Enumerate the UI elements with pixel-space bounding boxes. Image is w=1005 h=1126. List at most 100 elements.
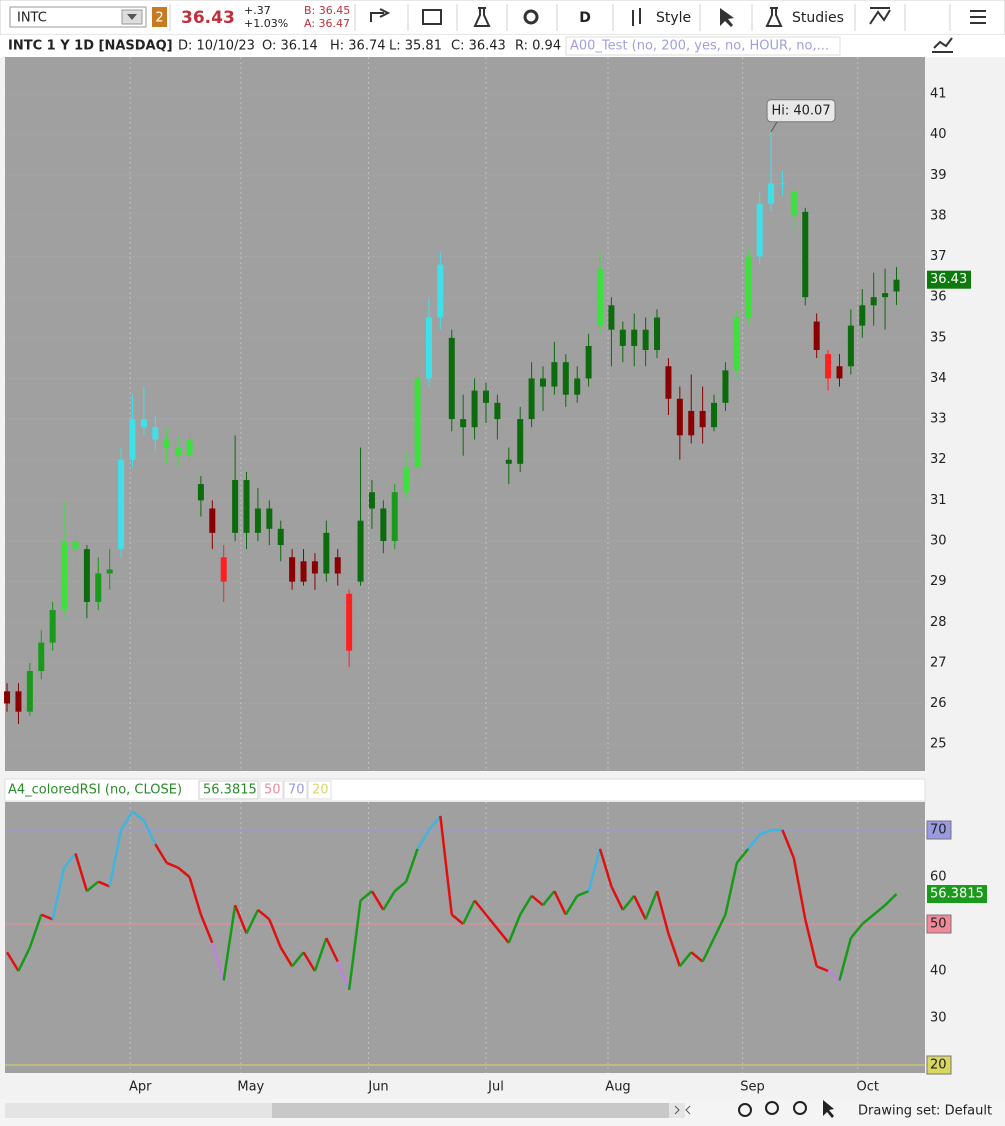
zoom-out-icon[interactable]: [793, 1101, 807, 1115]
rsi-value-box: [198, 780, 259, 800]
rsi-segment: [747, 833, 761, 850]
candle-body: [186, 439, 193, 456]
rsi-segment: [564, 895, 579, 916]
rsi-segment: [17, 946, 31, 972]
link-number[interactable]: 2: [155, 11, 163, 26]
studies-button[interactable]: Studies: [792, 10, 844, 26]
dropdown-arrow: [127, 14, 137, 20]
candle-body: [676, 398, 683, 436]
level-box: [926, 914, 952, 934]
symbol-box[interactable]: [9, 6, 147, 28]
rsi-segment: [690, 951, 704, 963]
flask-icon[interactable]: [473, 7, 491, 27]
toolbar-separators: [169, 4, 951, 31]
rsi-segment: [462, 899, 476, 925]
annotation-pointer: [770, 121, 778, 133]
header-range: R: 0.94: [515, 39, 561, 54]
legend-box: [283, 780, 308, 800]
rsi-segment: [86, 880, 100, 893]
level-label: 20: [930, 1058, 947, 1073]
candle-body: [323, 532, 330, 574]
rsi-segment: [804, 919, 818, 967]
style-button[interactable]: Style: [656, 10, 691, 26]
candle-body: [289, 557, 296, 582]
rsi-segment: [313, 937, 328, 972]
legend-entry: 70: [288, 783, 305, 798]
rsi-segment: [576, 889, 590, 897]
rsi-segment: [587, 848, 602, 892]
annotation: Hi: 40.07: [771, 103, 830, 118]
candle-body: [4, 691, 11, 704]
candle-body: [277, 528, 284, 546]
rsi-segment: [142, 820, 157, 845]
rsi-segment: [347, 900, 362, 990]
cursor-icon[interactable]: [720, 8, 734, 27]
rsi-title: A4_coloredRSI (no, CLOSE): [8, 783, 182, 798]
candle-body: [334, 557, 341, 574]
settings-icon[interactable]: [523, 9, 539, 25]
rsi-segment: [393, 880, 407, 893]
rsi-value: 56.3815: [203, 783, 257, 798]
menu-icon[interactable]: [970, 10, 986, 24]
candle-body: [551, 362, 558, 387]
candle-body: [448, 337, 455, 420]
rsi-segment: [97, 880, 111, 888]
candle-body: [517, 419, 524, 464]
y-tick-label: 26: [930, 696, 947, 711]
rsi-segment: [519, 895, 533, 916]
candle-body: [391, 492, 398, 541]
candle-body: [893, 279, 900, 292]
y-tick-label: 38: [930, 208, 947, 223]
candle-body: [163, 439, 170, 448]
x-tick-label: Apr: [129, 1080, 152, 1095]
period-button[interactable]: D: [579, 10, 591, 26]
candle-body: [209, 508, 216, 533]
rsi-segment: [633, 895, 647, 920]
legend-box: [259, 780, 284, 800]
candle-body: [414, 378, 421, 468]
rsi-last-label: 56.3815: [930, 887, 984, 902]
pointer-icon[interactable]: [823, 1100, 834, 1118]
candle-body: [654, 317, 661, 350]
scroll-arrows[interactable]: [674, 1105, 691, 1115]
y-tick-label: 31: [930, 493, 947, 508]
drawing-icon[interactable]: [869, 7, 891, 25]
ask: A: 36.47: [304, 17, 350, 30]
rsi-segment: [404, 848, 419, 883]
crosshair-icon[interactable]: [738, 1103, 752, 1117]
candle-body: [631, 329, 638, 346]
rsi-segment: [838, 937, 853, 981]
candle-body: [106, 569, 113, 574]
candle-body: [243, 480, 250, 533]
rsi-segment: [724, 862, 739, 915]
rsi-segment: [884, 893, 898, 907]
rsi-segment: [5, 951, 20, 972]
symbol[interactable]: INTC: [17, 11, 47, 26]
y-tick-label: 40: [930, 127, 947, 142]
candle-body: [642, 329, 649, 350]
candle-body: [197, 484, 204, 501]
share-icon[interactable]: [370, 8, 391, 22]
x-tick-label: May: [237, 1080, 264, 1095]
rsi-segment: [439, 815, 454, 915]
study-label: A00_Test (no, 200, yes, no, HOUR, no,...: [570, 39, 829, 54]
link-box[interactable]: [152, 7, 167, 27]
watch-icon[interactable]: [422, 9, 442, 25]
drawing-set[interactable]: Drawing set: Default: [858, 1104, 992, 1119]
chart-icon[interactable]: [932, 37, 953, 53]
style-icon[interactable]: [632, 8, 641, 26]
zoom-in-icon[interactable]: [765, 1101, 779, 1115]
scrollbar-thumb[interactable]: [272, 1103, 669, 1118]
candle-body: [471, 390, 478, 428]
rsi-segment: [496, 927, 510, 944]
y-tick-label: 60: [930, 870, 947, 885]
rsi-last-box: [927, 885, 987, 904]
candle-body: [608, 305, 615, 330]
studies-icon[interactable]: [765, 7, 783, 27]
legend-box: [307, 780, 332, 800]
rsi-segment: [644, 890, 659, 920]
rsi-segment: [816, 965, 829, 973]
y-tick-label: 27: [930, 655, 947, 670]
legend-entry: 20: [312, 783, 329, 798]
candle-body: [368, 492, 375, 509]
